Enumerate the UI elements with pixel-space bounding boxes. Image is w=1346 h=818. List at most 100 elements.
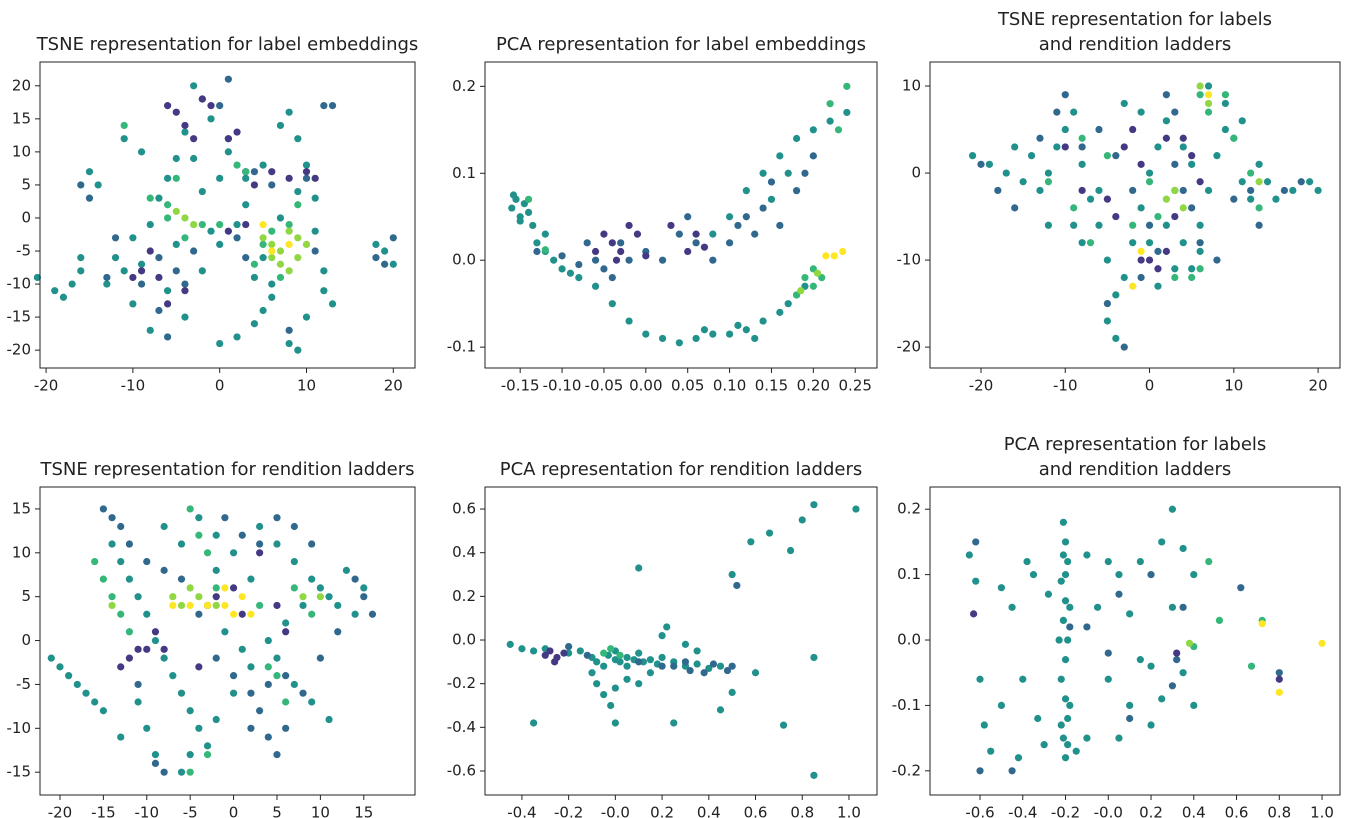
- point: [151, 751, 160, 759]
- y-tick-label: 10: [12, 142, 31, 160]
- y-tick-label: 0: [21, 631, 31, 649]
- point: [259, 254, 267, 262]
- point: [146, 220, 154, 229]
- point: [810, 653, 818, 662]
- x-tick-label: 10: [311, 804, 330, 818]
- y-tick-label: 15: [12, 499, 31, 517]
- point: [1306, 178, 1314, 186]
- x-tick-label: -0.05: [585, 377, 624, 395]
- y-tick-label: 0.6: [452, 500, 476, 518]
- x-tick-label: 0.6: [1225, 804, 1249, 818]
- point: [1171, 265, 1179, 273]
- point: [103, 280, 111, 288]
- point: [1145, 221, 1154, 229]
- point: [325, 715, 333, 724]
- point: [1115, 571, 1123, 579]
- point: [709, 230, 717, 238]
- point: [282, 698, 290, 706]
- point: [779, 721, 788, 729]
- point: [181, 287, 189, 295]
- x-tick-label: -10: [121, 377, 146, 395]
- point: [294, 187, 302, 196]
- point: [693, 660, 701, 668]
- point: [242, 254, 250, 262]
- point: [1247, 169, 1255, 177]
- chart-title: TSNE representation for labels: [997, 9, 1272, 30]
- point: [1314, 186, 1322, 195]
- point: [285, 267, 293, 275]
- point: [259, 161, 267, 169]
- point: [1145, 239, 1154, 247]
- y-tick-label: 5: [21, 175, 31, 193]
- point: [1188, 265, 1196, 273]
- point: [1008, 767, 1016, 775]
- point: [276, 247, 285, 255]
- point: [198, 267, 206, 275]
- point: [77, 181, 85, 189]
- point: [1120, 343, 1128, 351]
- y-tick-label: 0.1: [452, 164, 476, 182]
- point: [1104, 649, 1112, 657]
- point: [282, 619, 290, 627]
- point: [576, 647, 584, 655]
- point: [1179, 186, 1187, 195]
- point: [529, 647, 538, 655]
- point: [1070, 108, 1078, 116]
- point: [692, 334, 700, 343]
- point: [186, 505, 194, 513]
- y-tick-label: -0.6: [447, 761, 476, 779]
- point: [221, 584, 229, 592]
- point: [809, 282, 817, 290]
- y-tick-label: -0.2: [447, 674, 476, 692]
- point: [82, 689, 90, 697]
- point: [776, 221, 784, 230]
- point: [968, 152, 977, 160]
- point: [529, 719, 538, 727]
- point: [972, 538, 980, 546]
- point: [826, 100, 834, 108]
- point: [368, 610, 377, 618]
- plot-frame: [929, 486, 1341, 796]
- point: [294, 135, 302, 143]
- point: [186, 707, 194, 715]
- point: [1213, 152, 1221, 160]
- point: [273, 601, 281, 610]
- point: [264, 636, 272, 645]
- chart-title: TSNE representation for label embeddings: [36, 34, 419, 55]
- y-tick-label: 10: [12, 543, 31, 561]
- point: [670, 719, 678, 727]
- point: [1162, 134, 1170, 142]
- y-tick-label: 5: [21, 587, 31, 605]
- point: [242, 168, 250, 176]
- point: [1083, 623, 1091, 631]
- point: [625, 317, 633, 325]
- point: [273, 751, 281, 759]
- point: [229, 610, 238, 618]
- point: [247, 663, 255, 671]
- x-tick-label: 0.6: [744, 804, 768, 818]
- point: [1275, 669, 1283, 677]
- point: [99, 707, 107, 715]
- point: [146, 326, 154, 334]
- point: [224, 227, 232, 235]
- point: [207, 102, 215, 110]
- point: [642, 330, 650, 338]
- subplot: TSNE representation for label embeddings…: [7, 34, 419, 395]
- x-tick-label: 0.20: [797, 377, 830, 395]
- point: [508, 204, 516, 212]
- x-tick-label: 5: [272, 804, 282, 818]
- point: [320, 287, 328, 295]
- subplot: TSNE representation for labels and rendit…: [897, 9, 1341, 395]
- point: [560, 649, 568, 657]
- point: [308, 610, 316, 618]
- point: [723, 666, 732, 675]
- point: [172, 154, 180, 163]
- point: [328, 102, 337, 110]
- point: [381, 260, 389, 268]
- y-tick-label: 0.2: [452, 587, 476, 605]
- point: [658, 334, 667, 343]
- point: [120, 267, 128, 275]
- point: [155, 306, 163, 315]
- y-tick-label: -15: [7, 308, 32, 326]
